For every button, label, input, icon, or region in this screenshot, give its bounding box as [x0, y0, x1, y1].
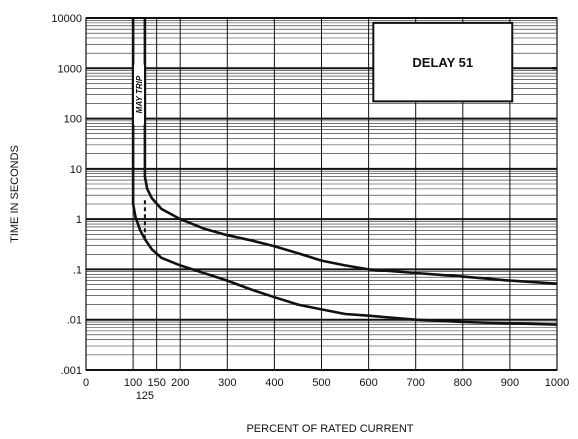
may-trip-label: MAY TRIP — [135, 75, 144, 113]
x-tick-label: 400 — [265, 377, 283, 389]
series-line-2 — [143, 18, 558, 285]
delay-label: DELAY 51 — [412, 55, 473, 70]
x-tick-label-125: 125 — [136, 390, 154, 402]
delay-label-box — [372, 21, 514, 103]
x-tick-label: 800 — [454, 377, 472, 389]
series-line-1 — [131, 18, 558, 326]
x-tick-label: 900 — [501, 377, 519, 389]
y-tick-label: 100 — [64, 114, 82, 126]
x-tick-label: 150 — [147, 377, 165, 389]
y-tick-label: 10000 — [51, 13, 82, 25]
y-axis-title: TIME IN SECONDS — [9, 145, 21, 243]
plot-frame — [85, 17, 558, 371]
x-tick-label: 300 — [218, 377, 236, 389]
y-tick-label: 1 — [76, 214, 82, 226]
y-tick-label: 1000 — [58, 63, 82, 75]
x-tick-label: 200 — [171, 377, 189, 389]
x-tick-label: 700 — [407, 377, 425, 389]
x-tick-label: 600 — [359, 377, 377, 389]
y-tick-label: .1 — [73, 264, 82, 276]
may-trip-band — [133, 64, 144, 125]
x-tick-label: 0 — [83, 377, 89, 389]
y-tick-label: .001 — [61, 365, 82, 377]
x-axis-title: PERCENT OF RATED CURRENT — [246, 423, 413, 435]
y-tick-label: .01 — [67, 315, 82, 327]
x-tick-label: 500 — [312, 377, 330, 389]
x-tick-label: 1000 — [545, 377, 569, 389]
series-layer — [131, 18, 558, 326]
y-tick-label: 10 — [70, 164, 82, 176]
x-tick-label: 100 — [124, 377, 142, 389]
annotations: MAY TRIP DELAY 51 — [133, 21, 514, 125]
